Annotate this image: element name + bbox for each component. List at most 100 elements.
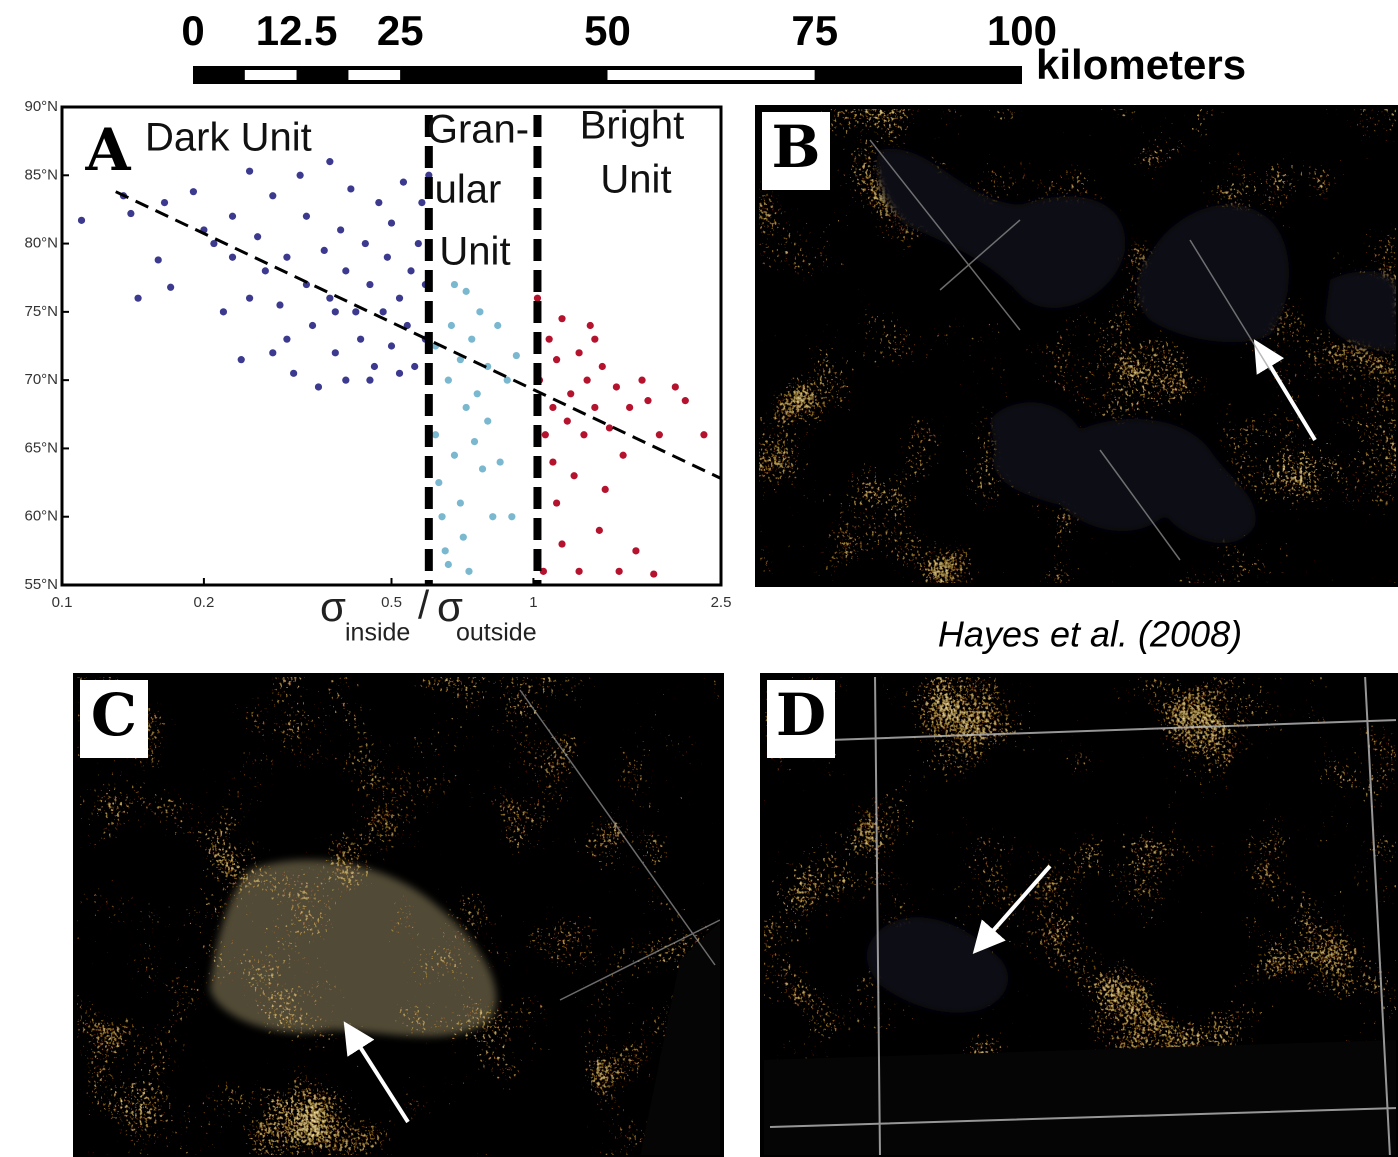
point xyxy=(564,418,571,425)
point xyxy=(438,513,445,520)
point xyxy=(321,247,328,254)
point xyxy=(632,547,639,554)
point xyxy=(229,213,236,220)
point xyxy=(362,240,369,247)
point xyxy=(254,233,261,240)
point xyxy=(371,363,378,370)
point xyxy=(620,452,627,459)
x-axis-label: / xyxy=(418,584,430,628)
point xyxy=(357,336,364,343)
y-tick-label: 55°N xyxy=(24,576,58,593)
point xyxy=(229,254,236,261)
x-axis-label: inside xyxy=(345,619,410,647)
point xyxy=(190,188,197,195)
x-axis-label: outside xyxy=(456,619,537,647)
point xyxy=(606,424,613,431)
x-axis-label: σ xyxy=(320,583,346,630)
point xyxy=(672,383,679,390)
y-tick-label: 65°N xyxy=(24,439,58,456)
x-tick-label: 2.5 xyxy=(711,594,732,611)
scale-bar-segment xyxy=(400,66,607,84)
point xyxy=(432,431,439,438)
point xyxy=(380,308,387,315)
panel-a-label: A xyxy=(84,116,131,184)
x-tick-label: 1 xyxy=(529,594,537,611)
citation: Hayes et al. (2008) xyxy=(938,614,1242,655)
scale-bar-segment xyxy=(608,70,815,80)
point xyxy=(616,568,623,575)
scale-bar-unit: kilometers xyxy=(1036,41,1246,88)
point xyxy=(558,315,565,322)
point xyxy=(78,217,85,224)
point xyxy=(465,568,472,575)
y-tick-label: 60°N xyxy=(24,508,58,525)
point xyxy=(650,570,657,577)
point xyxy=(445,561,452,568)
y-tick-label: 90°N xyxy=(24,98,58,115)
annotation: Unit xyxy=(439,230,510,274)
point xyxy=(542,431,549,438)
point xyxy=(366,377,373,384)
point xyxy=(337,226,344,233)
point xyxy=(553,356,560,363)
point xyxy=(476,308,483,315)
figure: B C D Hayes et al. (2008) 012.5255075100… xyxy=(0,0,1398,1157)
point xyxy=(602,486,609,493)
point xyxy=(571,472,578,479)
point xyxy=(246,168,253,175)
point xyxy=(246,295,253,302)
point xyxy=(457,499,464,506)
point xyxy=(494,322,501,329)
point xyxy=(587,322,594,329)
y-tick-label: 85°N xyxy=(24,166,58,183)
point xyxy=(489,513,496,520)
point xyxy=(388,219,395,226)
point xyxy=(352,308,359,315)
annotation: Dark Unit xyxy=(145,116,312,160)
point xyxy=(384,254,391,261)
point xyxy=(400,179,407,186)
point xyxy=(584,377,591,384)
point xyxy=(468,336,475,343)
point xyxy=(613,383,620,390)
y-tick-label: 80°N xyxy=(24,235,58,252)
scale-bar-tick-label: 0 xyxy=(181,7,204,54)
point xyxy=(448,322,455,329)
point xyxy=(558,540,565,547)
point xyxy=(134,295,141,302)
point xyxy=(591,404,598,411)
point xyxy=(396,370,403,377)
point xyxy=(580,431,587,438)
point xyxy=(220,308,227,315)
point xyxy=(534,295,541,302)
panel-c-image xyxy=(75,675,722,1157)
point xyxy=(332,349,339,356)
point xyxy=(553,499,560,506)
annotation: Unit xyxy=(600,158,671,202)
point xyxy=(549,458,556,465)
point xyxy=(342,377,349,384)
point xyxy=(700,431,707,438)
panel-d-label: D xyxy=(776,681,826,749)
point xyxy=(303,213,310,220)
point xyxy=(435,479,442,486)
point xyxy=(315,383,322,390)
point xyxy=(332,308,339,315)
point xyxy=(460,534,467,541)
scale-bar-tick-label: 25 xyxy=(377,7,424,54)
point xyxy=(155,256,162,263)
annotation: ular xyxy=(435,168,502,212)
scale-bar-tick-label: 12.5 xyxy=(256,7,338,54)
x-tick-label: 0.2 xyxy=(193,594,214,611)
point xyxy=(479,465,486,472)
point xyxy=(309,322,316,329)
y-tick-label: 75°N xyxy=(24,303,58,320)
point xyxy=(366,281,373,288)
point xyxy=(297,172,304,179)
point xyxy=(463,288,470,295)
x-tick-label: 0.1 xyxy=(52,594,73,611)
point xyxy=(290,370,297,377)
point xyxy=(471,438,478,445)
point xyxy=(283,336,290,343)
point xyxy=(575,568,582,575)
